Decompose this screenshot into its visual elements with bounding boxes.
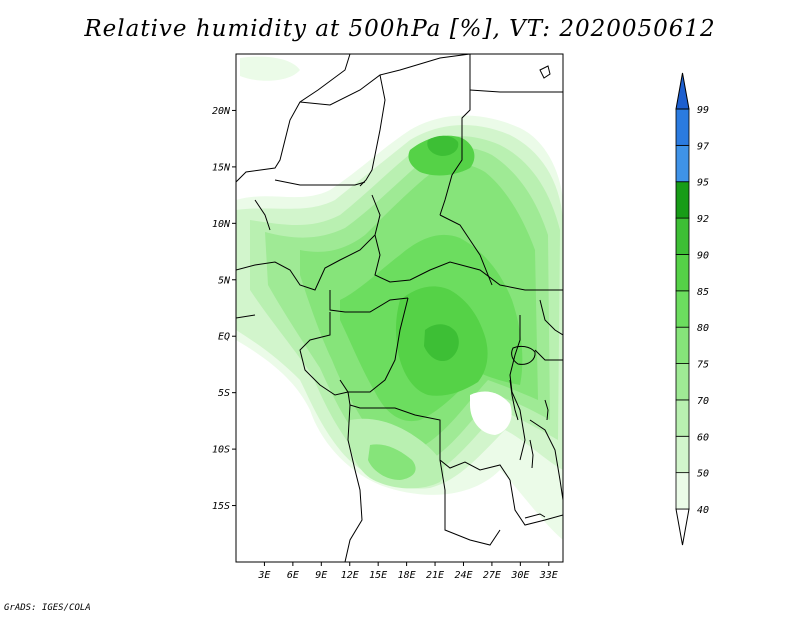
lat-tick-label: 5S (218, 388, 230, 399)
colorbar-label: 95 (697, 178, 709, 189)
lat-tick-label: 20N (212, 106, 231, 117)
map-title: Relative humidity at 500hPa [%], VT: 202… (84, 16, 716, 42)
colorbar-label: 85 (697, 287, 709, 298)
colorbar-bin (675, 435, 690, 474)
colorbar-label: 60 (697, 432, 709, 443)
lon-tick-label: 12E (341, 570, 359, 581)
colorbar: 40 50 60 70 75 80 85 90 92 95 97 99 (675, 72, 709, 546)
colorbar-bin (675, 144, 690, 183)
colorbar-label: 99 (697, 105, 709, 116)
lat-tick-label: 10N (212, 219, 231, 230)
colorbar-bin (675, 472, 690, 510)
lon-tick-label: 21E (426, 570, 444, 581)
humidity-band-90 (424, 324, 459, 362)
lon-tick-label: 9E (315, 570, 327, 581)
lat-tick-label: 15N (212, 162, 231, 173)
colorbar-label: 75 (697, 360, 709, 371)
credit-label: GrADS: IGES/COLA (4, 603, 91, 613)
map-frame (235, 53, 564, 563)
longitude-axis: 3E 6E 9E 12E 15E 18E 21E 24E 27E 30E 33E (257, 562, 558, 581)
lon-tick-label: 30E (510, 570, 529, 581)
colorbar-low-triangle (675, 508, 690, 546)
colorbar-bin (675, 290, 690, 328)
colorbar-bin (675, 363, 690, 401)
lat-tick-label: 15S (212, 501, 230, 512)
colorbar-bin (675, 181, 690, 219)
humidity-band-90-north (427, 135, 459, 156)
lat-tick-label: EQ (218, 332, 230, 343)
lon-tick-label: 33E (539, 570, 558, 581)
lon-tick-label: 6E (287, 570, 299, 581)
lat-tick-label: 10S (212, 445, 230, 456)
humidity-band-40-top (240, 56, 300, 81)
colorbar-bin (675, 217, 690, 255)
humidity-band-75-south (368, 444, 416, 480)
country-borders (236, 54, 563, 562)
colorbar-bin (675, 326, 690, 364)
lon-tick-label: 27E (483, 570, 501, 581)
colorbar-label: 97 (697, 141, 709, 152)
colorbar-bin (675, 399, 690, 437)
latitude-axis: 20N 15N 10N 5N EQ 5S 10S 15S (212, 106, 236, 512)
colorbar-bin (675, 108, 690, 146)
lakes (509, 65, 551, 519)
lat-tick-label: 5N (218, 275, 231, 286)
humidity-shading (236, 56, 563, 540)
colorbar-label: 80 (697, 323, 709, 334)
colorbar-label: 40 (697, 505, 709, 516)
colorbar-label: 70 (697, 396, 709, 407)
colorbar-label: 92 (697, 214, 709, 225)
humidity-band-dry-east (470, 391, 512, 435)
lon-tick-label: 3E (257, 570, 270, 581)
colorbar-high-triangle (675, 72, 690, 110)
colorbar-label: 90 (697, 250, 709, 261)
lon-tick-label: 18E (398, 570, 416, 581)
lon-tick-label: 15E (369, 570, 387, 581)
colorbar-label: 50 (697, 469, 709, 480)
lon-tick-label: 24E (454, 570, 472, 581)
colorbar-bin (675, 254, 690, 292)
